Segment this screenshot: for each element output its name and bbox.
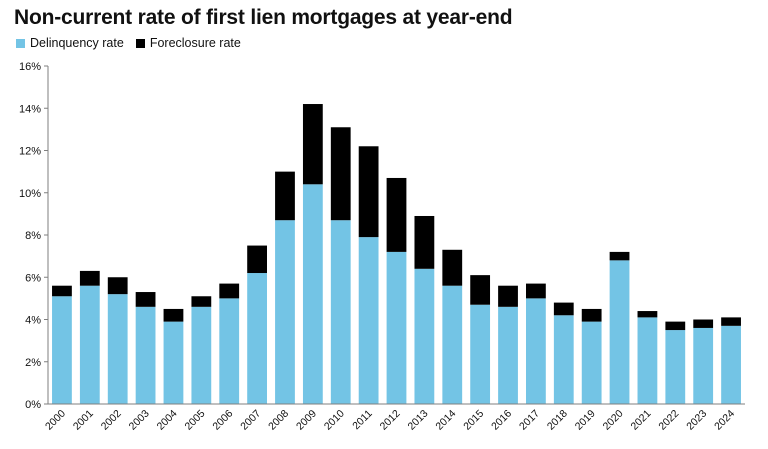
x-tick-label: 2022 [656,408,681,433]
legend-item-foreclosure: Foreclosure rate [135,36,241,50]
bar-foreclosure [665,321,686,331]
x-tick-label: 2014 [433,408,458,433]
bar-foreclosure [302,104,323,185]
y-axis: 0% 2% 4% 6% 8% 10% 12% 14% 16% [19,61,49,411]
x-tick-label: 2021 [629,408,654,433]
y-tick-label: 2% [25,357,41,369]
bar-delinquency [721,325,741,404]
bar-delinquency [191,306,212,404]
bar-delinquency [470,304,491,404]
bar-delinquency [609,260,630,404]
bar-delinquency [163,321,184,404]
bar-foreclosure [414,215,435,269]
bar-delinquency [135,306,156,404]
legend-swatch-delinquency [16,38,25,48]
y-tick-label: 16% [19,61,41,73]
bar-delinquency [414,268,435,404]
bar-delinquency [665,330,686,404]
y-tick-label: 14% [19,103,41,115]
bar-delinquency [358,237,379,404]
x-tick-label: 2002 [99,408,124,433]
bar-foreclosure [442,249,463,286]
x-tick-label: 2023 [684,408,709,433]
bar-foreclosure [79,270,100,286]
bar-delinquency [79,285,100,404]
bar-foreclosure [107,277,128,295]
x-tick-label: 2013 [405,408,430,433]
bar-delinquency [107,294,128,404]
bar-foreclosure [135,292,156,307]
x-tick-label: 2006 [210,408,235,433]
x-tick-label: 2003 [127,408,152,433]
bar-foreclosure [386,177,407,252]
x-tick-label: 2007 [238,408,263,433]
chart-title: Non-current rate of first lien mortgages… [14,6,513,29]
y-tick-label: 8% [25,230,41,242]
bar-delinquency [498,306,518,404]
bar-delinquency [581,321,602,404]
x-tick-label: 2015 [461,408,486,433]
x-tick-label: 2004 [155,408,180,433]
bar-delinquency [526,298,546,404]
bar-foreclosure [219,283,240,299]
x-tick-label: 2018 [545,408,570,433]
x-tick-label: 2017 [517,408,542,433]
legend-label-delinquency: Delinquency rate [30,36,124,50]
bar-delinquency [386,251,407,404]
bar-foreclosure [358,146,379,238]
legend-item-delinquency: Delinquency rate [16,36,124,50]
bar-delinquency [693,327,714,404]
x-tick-label: 2019 [573,408,598,433]
x-tick-label: 2011 [350,408,375,433]
bar-foreclosure [693,319,714,328]
bar-foreclosure [247,245,267,274]
legend-label-foreclosure: Foreclosure rate [149,36,241,50]
x-tick-label: 2020 [601,408,626,433]
bar-foreclosure [609,251,630,261]
bar-foreclosure [275,171,295,221]
bar-delinquency [219,298,240,404]
bar-delinquency [302,184,323,404]
bars-group [52,104,741,404]
y-tick-label: 4% [25,315,41,327]
bar-foreclosure [470,275,491,305]
x-tick-label: 2010 [322,408,347,433]
y-tick-label: 0% [25,399,41,411]
bar-delinquency [275,220,295,404]
bar-foreclosure [163,308,184,322]
y-tick-label: 12% [19,146,41,158]
x-axis: 2000 2001 2002 2003 2004 2005 2006 2007 2008 2009… [43,403,745,433]
legend-swatch-foreclosure [135,38,145,48]
bar-delinquency [553,315,574,404]
x-tick-label: 2005 [182,408,207,433]
bar-foreclosure [498,285,518,307]
chart-legend: Delinquency rate Foreclosure rate [16,36,253,50]
bar-foreclosure [637,311,658,318]
x-tick-label: 2008 [266,408,291,433]
bar-foreclosure [581,308,602,322]
x-tick-label: 2000 [43,408,68,433]
x-tick-label: 2016 [489,408,514,433]
y-tick-label: 6% [25,272,41,284]
bar-foreclosure [526,283,546,299]
x-tick-label: 2009 [294,408,319,433]
bar-delinquency [52,296,72,404]
y-tick-label: 10% [19,188,41,200]
bar-foreclosure [191,296,212,307]
bar-foreclosure [52,285,72,297]
x-tick-label: 2001 [71,408,96,433]
bar-foreclosure [330,127,351,221]
bar-delinquency [247,273,267,404]
bar-foreclosure [721,317,741,326]
x-tick-label: 2024 [712,408,737,433]
bar-delinquency [330,220,351,404]
bar-delinquency [442,285,463,404]
x-tick-label: 2012 [378,408,403,433]
bar-foreclosure [553,302,574,316]
bar-delinquency [637,317,658,404]
